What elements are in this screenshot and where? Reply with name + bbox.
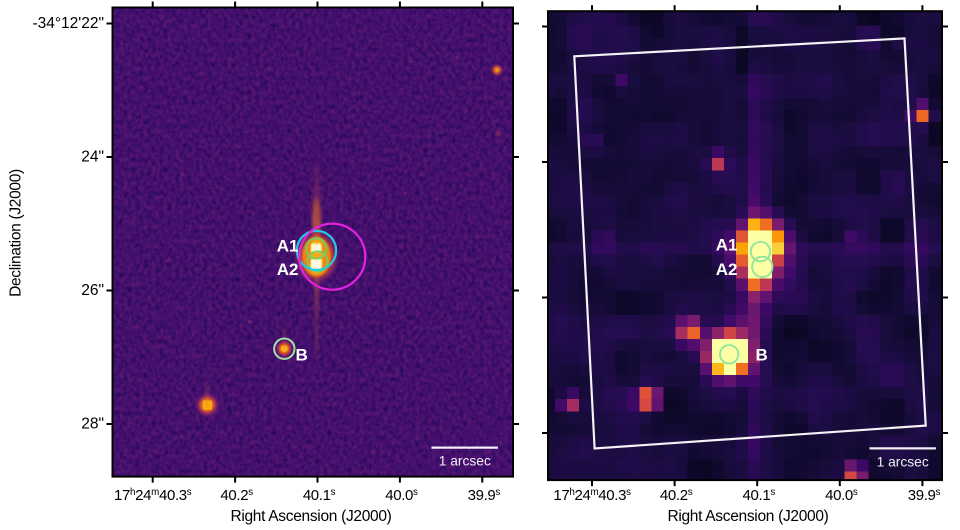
svg-text:Declination (J2000): Declination (J2000) — [8, 169, 25, 297]
svg-text:A1: A1 — [716, 236, 738, 255]
svg-text:B: B — [756, 346, 768, 365]
svg-text:40.1s: 40.1s — [743, 487, 776, 504]
svg-text:-34°12'22": -34°12'22" — [32, 15, 104, 32]
svg-text:A1: A1 — [277, 237, 299, 256]
svg-text:17h24m40.3s: 17h24m40.3s — [553, 487, 631, 504]
svg-text:26": 26" — [81, 282, 104, 299]
svg-text:A2: A2 — [277, 260, 299, 279]
svg-text:40.2s: 40.2s — [220, 487, 253, 504]
svg-text:40.0s: 40.0s — [385, 487, 418, 504]
svg-text:39.9s: 39.9s — [468, 487, 501, 504]
svg-text:17h24m40.3s: 17h24m40.3s — [114, 487, 192, 504]
svg-text:B: B — [296, 346, 308, 365]
svg-text:39.9s: 39.9s — [908, 487, 941, 504]
svg-text:40.0s: 40.0s — [825, 487, 858, 504]
svg-text:A2: A2 — [716, 260, 738, 279]
svg-text:Right Ascension (J2000): Right Ascension (J2000) — [667, 508, 828, 525]
svg-text:28": 28" — [81, 416, 104, 433]
svg-text:40.2s: 40.2s — [660, 487, 693, 504]
svg-text:40.1s: 40.1s — [303, 487, 336, 504]
svg-text:24": 24" — [81, 149, 104, 166]
svg-text:1 arcsec: 1 arcsec — [439, 454, 491, 469]
svg-text:Right Ascension (J2000): Right Ascension (J2000) — [230, 508, 391, 525]
svg-text:1 arcsec: 1 arcsec — [877, 454, 929, 469]
